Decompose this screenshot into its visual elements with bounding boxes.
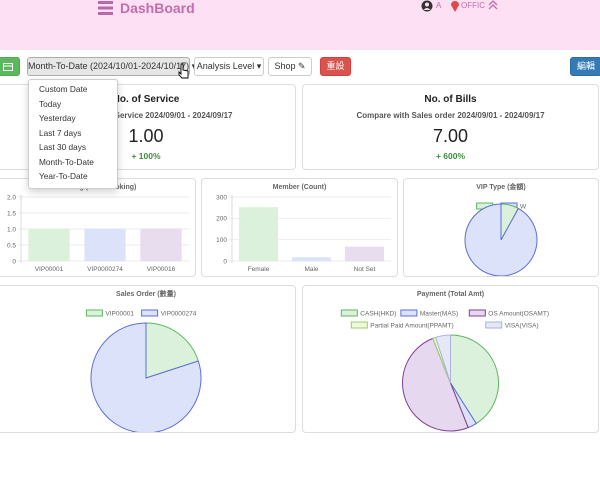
edit-button[interactable]: 編輯 <box>570 57 600 76</box>
legend-swatch <box>340 309 358 317</box>
legend-swatch <box>485 321 503 329</box>
legend-swatch <box>350 321 368 329</box>
y-tick-label: 0 <box>12 258 16 265</box>
y-tick-label: 100 <box>216 237 227 244</box>
chart: VIP Type (金額)VW <box>464 182 538 276</box>
x-tick-label: VIP0000274 <box>87 266 123 273</box>
date-range-label: Month-To-Date (2024/10/01-2024/10/17) <box>28 61 190 71</box>
chart: Member (Count) 0 100 200 300 Female Male Not Se… <box>216 184 391 273</box>
y-tick-label: 1.5 <box>7 210 16 217</box>
chart-title: Sales Order (數量) <box>116 289 176 298</box>
legend-swatch <box>141 309 159 317</box>
legend-label: VISA(VISA) <box>505 323 539 330</box>
app-title: DashBoard <box>120 0 195 16</box>
legend-label: CASH(HKD) <box>360 311 396 318</box>
chart-card: Payment (Total Amt) CASH(HKD) Master(MAS) O… <box>302 285 599 433</box>
table-button[interactable] <box>0 57 20 76</box>
bar <box>291 257 332 262</box>
legend-label: Master(MAS) <box>420 311 458 318</box>
legend-swatch <box>400 309 418 317</box>
pie-slice <box>402 337 469 432</box>
analysis-label: Analysis Level <box>196 61 255 71</box>
legend-label: OS Amount(OSAMT) <box>488 311 549 318</box>
location-icon <box>451 1 459 12</box>
chart-card: Sales Order (數量) VIP00001 VIP0000274 <box>0 285 296 433</box>
menu-item[interactable]: Month-To-Date <box>39 156 94 167</box>
date-menu: Custom Date Today Yesterday Last 7 days Last… <box>28 79 118 189</box>
menu-icon[interactable] <box>98 0 114 16</box>
x-tick-label: Female <box>248 266 270 273</box>
y-tick-label: 200 <box>216 216 227 223</box>
legend-label: VIP00001 <box>105 311 134 318</box>
x-tick-label: Not Set <box>354 266 376 273</box>
shop-label: Shop <box>274 61 296 71</box>
cursor <box>178 63 189 79</box>
card-title: No. of Service <box>112 94 180 105</box>
bar <box>344 246 385 262</box>
chart-card: VIP Type (金額)VW <box>403 178 599 277</box>
card-value: 1.00 <box>128 126 164 146</box>
legend-swatch <box>468 309 486 317</box>
card-title: No. of Bills <box>424 94 477 105</box>
y-tick-label: 2.0 <box>7 194 16 201</box>
y-tick-label: 1.0 <box>7 226 16 233</box>
legend-label: VIP0000274 <box>161 311 197 318</box>
legend-label: Partial Paid Amount(PPAMT) <box>370 323 453 330</box>
menu-item[interactable]: Yesterday <box>39 113 76 123</box>
date-range-button[interactable]: Month-To-Date (2024/10/01-2024/10/17) ▾ <box>27 57 196 76</box>
bar <box>84 228 126 262</box>
menu-item[interactable]: Last 30 days <box>39 142 87 152</box>
user-name[interactable]: A <box>436 1 442 10</box>
bar <box>140 228 182 262</box>
shop-button[interactable]: Shop ✎ <box>268 57 312 76</box>
x-tick-label: VIP00001 <box>35 266 64 273</box>
chart: Sales Order (數量) VIP00001 VIP0000274 <box>85 289 202 432</box>
y-tick-label: 300 <box>216 194 227 201</box>
legend-swatch <box>85 309 103 317</box>
chart-card: Booking (Total Booking)00.51.01.52.0VIP0… <box>0 178 196 277</box>
menu-item[interactable]: Year-To-Date <box>39 171 88 181</box>
card-change: + 100% <box>131 151 161 161</box>
pie-slice <box>435 334 451 384</box>
pie-slice <box>464 203 538 276</box>
y-tick-label: 0 <box>223 258 227 265</box>
chart-title: Member (Count) <box>273 184 327 191</box>
x-tick-label: Male <box>304 266 318 273</box>
bills-card: No. of Bills Compare with Sales order 202… <box>302 84 599 170</box>
card-value: 7.00 <box>432 126 469 146</box>
menu-item[interactable]: Custom Date <box>39 84 88 94</box>
legend-label: W <box>520 204 527 211</box>
user-icon[interactable] <box>421 0 434 13</box>
analysis-button[interactable]: Analysis Level ▾ <box>194 57 264 76</box>
menu-item[interactable]: Today <box>39 98 62 109</box>
card-subtitle: Compare with Service 2024/09/01 - 2024/0… <box>59 111 233 120</box>
pie-slice <box>90 322 202 432</box>
collapse-icon[interactable] <box>488 0 498 10</box>
chart-title: Payment (Total Amt) <box>417 291 484 298</box>
card-subtitle: Compare with Sales order 2024/09/01 - 20… <box>356 111 545 120</box>
bar <box>28 228 70 262</box>
chart-title: VIP Type (金額) <box>476 182 526 191</box>
table-icon <box>2 62 13 71</box>
reset-button[interactable]: 重設 <box>320 57 351 76</box>
chart: Payment (Total Amt) CASH(HKD) Master(MAS) O… <box>340 291 549 432</box>
x-tick-label: VIP00016 <box>147 266 176 273</box>
bar <box>238 207 279 262</box>
pie-slice <box>145 322 199 379</box>
y-tick-label: 0.5 <box>7 242 16 249</box>
chart: Booking (Total Booking)00.51.01.52.0VIP0… <box>7 184 189 273</box>
location-name[interactable]: OFFIC <box>461 1 485 10</box>
header: DashBoard A OFFIC <box>0 0 600 50</box>
chart-card: Member (Count) 0 100 200 300 Female Male Not Se… <box>201 178 398 277</box>
menu-item[interactable]: Last 7 days <box>39 127 82 138</box>
card-change: + 600% <box>435 151 466 161</box>
